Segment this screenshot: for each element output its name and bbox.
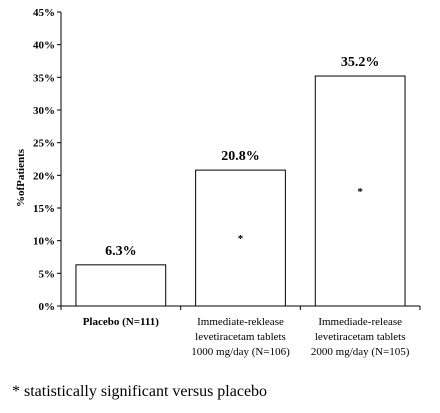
data-labels: 6.3% 20.8% 35.2% (105, 55, 379, 259)
y-tick-label: 30% (33, 105, 55, 117)
data-label: 6.3% (105, 244, 137, 259)
significance-marker: * (238, 233, 244, 245)
y-axis-ticks: 0% 5% 10% 15% 20% 25% 30% 35% 40% 45% (33, 7, 61, 313)
footnote: * statistically significant versus place… (12, 383, 268, 400)
y-tick-label: 15% (33, 203, 55, 215)
x-category-label: Immediate-reklease (197, 316, 284, 328)
x-category-label: Immediade-release (318, 316, 402, 328)
y-axis-label: %ofPatients (15, 148, 27, 207)
bar (195, 169, 286, 307)
bar-chart: 0% 5% 10% 15% 20% 25% 30% 35% 40% 45% %ofPatients… (15, 7, 421, 358)
y-tick-label: 35% (33, 72, 55, 84)
significance-markers: ** (238, 186, 364, 245)
y-tick-label: 45% (33, 7, 55, 19)
significance-marker: * (357, 186, 363, 198)
bars (75, 75, 406, 307)
y-tick-label: 40% (33, 40, 55, 52)
y-tick-label: 25% (33, 138, 55, 150)
x-category-label: Placebo (N=111) (83, 316, 160, 328)
x-category-label: 2000 mg/day (N=105) (311, 346, 410, 358)
x-category-label: levetiracetam tablets (195, 331, 286, 343)
y-tick-label: 20% (33, 170, 55, 182)
data-label: 35.2% (341, 55, 380, 70)
bar (75, 264, 167, 307)
y-tick-label: 10% (33, 236, 55, 248)
x-category-label: levetiracetam tablets (315, 331, 406, 343)
bar (314, 75, 406, 307)
y-tick-label: 0% (39, 301, 56, 313)
x-axis-category-labels: Placebo (N=111) Immediate-reklease levetir… (83, 316, 410, 358)
x-category-label: 1000 mg/day (N=106) (191, 346, 290, 358)
y-tick-label: 5% (39, 268, 56, 280)
data-label: 20.8% (221, 149, 260, 164)
